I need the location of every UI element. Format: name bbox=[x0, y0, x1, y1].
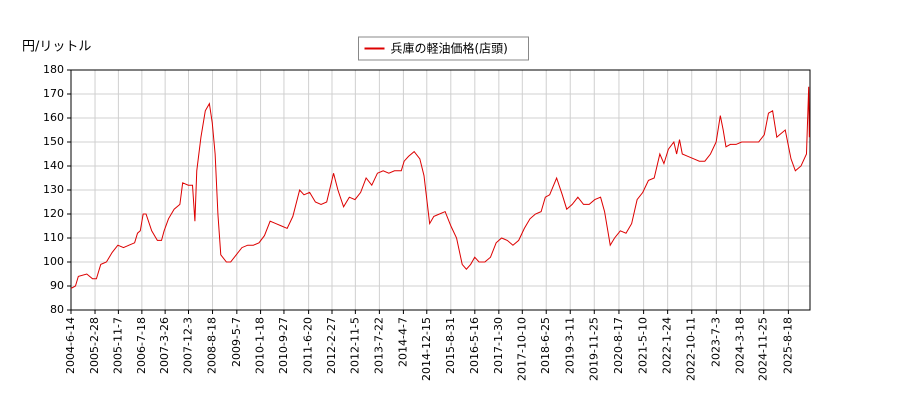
x-tick-label: 2012-11-5 bbox=[348, 317, 361, 374]
x-tick-label: 2022-1-24 bbox=[661, 317, 674, 374]
y-tick-label: 90 bbox=[50, 279, 64, 292]
y-tick-label: 110 bbox=[43, 231, 64, 244]
x-tick-label: 2021-5-10 bbox=[637, 317, 650, 374]
y-tick-label: 120 bbox=[43, 207, 64, 220]
x-tick-label: 2005-2-28 bbox=[88, 317, 101, 374]
x-tick-label: 2019-11-25 bbox=[587, 317, 600, 381]
y-tick-label: 170 bbox=[43, 87, 64, 100]
x-tick-label: 2022-10-11 bbox=[685, 317, 698, 381]
y-tick-label: 140 bbox=[43, 159, 64, 172]
y-tick-label: 150 bbox=[43, 135, 64, 148]
x-tick-label: 2013-7-22 bbox=[372, 317, 385, 374]
x-tick-label: 2025-8-18 bbox=[781, 317, 794, 374]
x-tick-label: 2008-8-18 bbox=[206, 317, 219, 374]
x-tick-label: 2024-3-18 bbox=[733, 317, 746, 374]
x-tick-label: 2009-5-7 bbox=[230, 317, 243, 367]
x-tick-label: 2010-1-18 bbox=[254, 317, 267, 374]
x-tick-label: 2018-6-25 bbox=[539, 317, 552, 374]
x-tick-label: 2020-8-17 bbox=[612, 317, 625, 374]
x-tick-label: 2014-4-7 bbox=[396, 317, 409, 367]
x-tick-label: 2007-12-3 bbox=[182, 317, 195, 374]
x-tick-label: 2007-3-26 bbox=[158, 317, 171, 374]
data-line bbox=[70, 86, 810, 289]
x-tick-label: 2012-2-27 bbox=[325, 317, 338, 374]
x-tick-label: 2017-10-10 bbox=[515, 317, 528, 381]
x-tick-label: 2017-1-30 bbox=[492, 317, 505, 374]
x-tick-label: 2011-6-20 bbox=[302, 317, 315, 374]
x-tick-label: 2005-11-7 bbox=[111, 317, 124, 374]
x-tick-label: 2016-5-16 bbox=[468, 317, 481, 374]
y-tick-label: 160 bbox=[43, 111, 64, 124]
legend-box bbox=[358, 36, 529, 61]
x-tick-label: 2024-11-25 bbox=[757, 317, 770, 381]
y-tick-label: 130 bbox=[43, 183, 64, 196]
x-tick-label: 2023-7-3 bbox=[709, 317, 722, 367]
plot-frame bbox=[70, 69, 811, 311]
x-tick-label: 2004-6-14 bbox=[64, 317, 77, 374]
x-tick-label: 2010-9-27 bbox=[277, 317, 290, 374]
legend: 兵庫の軽油価格(店頭) bbox=[358, 36, 529, 61]
x-tick-label: 2019-3-11 bbox=[563, 317, 576, 374]
x-tick-label: 2006-7-18 bbox=[135, 317, 148, 374]
y-axis-label: 円/リットル bbox=[22, 40, 91, 55]
y-tick-label: 100 bbox=[43, 255, 64, 268]
legend-label: 兵庫の軽油価格(店頭) bbox=[391, 41, 508, 56]
x-tick-label: 2015-8-31 bbox=[444, 317, 457, 374]
y-tick-label: 180 bbox=[43, 63, 64, 76]
y-tick-label: 80 bbox=[50, 303, 64, 316]
x-tick-label: 2014-12-15 bbox=[420, 317, 433, 381]
